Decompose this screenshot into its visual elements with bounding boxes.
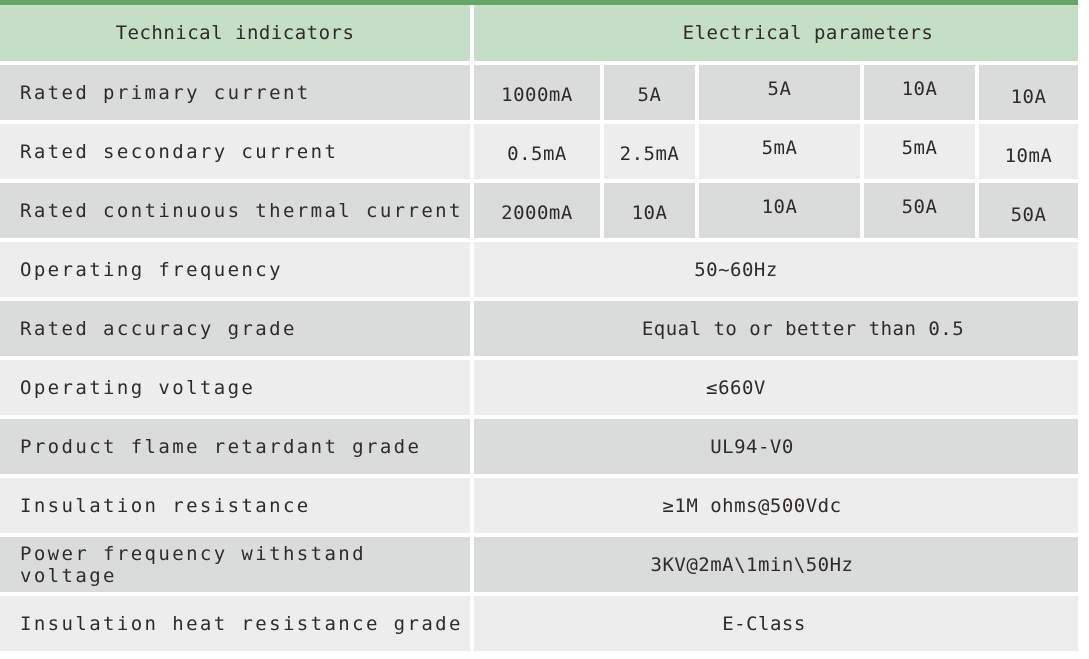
value-text: ≥1M ohms@500Vdc: [662, 494, 842, 517]
value-text: ≤660V: [706, 376, 766, 399]
table-row-insulation-heat-resistance-grade: Insulation heat resistance grade E-Class: [0, 596, 1078, 651]
table-row-operating-frequency: Operating frequency 50~60Hz: [0, 242, 1078, 297]
row-value: ≤660V: [474, 360, 1078, 415]
row-value: UL94-V0: [474, 419, 1078, 474]
row-value: 0.5mA: [474, 124, 600, 179]
value-text: 1000mA: [501, 83, 573, 106]
value-text: 5mA: [761, 136, 798, 159]
row-label: Rated continuous thermal current: [0, 183, 470, 238]
row-label: Insulation heat resistance grade: [0, 596, 470, 651]
value-text: 5mA: [901, 136, 938, 159]
value-text: 10A: [901, 77, 938, 100]
header-technical-indicators: Technical indicators: [0, 5, 470, 61]
table-row-rated-primary-current: Rated primary current 1000mA 5A 5A 10A 1…: [0, 65, 1078, 120]
row-value: 10A: [979, 65, 1078, 120]
row-value: 50~60Hz: [474, 242, 1078, 297]
row-value: 5A: [604, 65, 695, 120]
row-value: 5mA: [864, 124, 975, 179]
value-text: 10A: [761, 195, 798, 218]
table-row-operating-voltage: Operating voltage ≤660V: [0, 360, 1078, 415]
value-text: 3KV@2mA\1min\50Hz: [650, 553, 854, 576]
table-row-power-frequency-withstand-voltage: Power frequency withstand voltage 3KV@2m…: [0, 537, 1078, 592]
row-label: Rated secondary current: [0, 124, 470, 179]
table-row-rated-secondary-current: Rated secondary current 0.5mA 2.5mA 5mA …: [0, 124, 1078, 179]
row-value: 5mA: [699, 124, 860, 179]
value-text: 0.5mA: [507, 142, 567, 165]
value-text: 50A: [1010, 203, 1047, 226]
row-value: 10mA: [979, 124, 1078, 179]
value-text: 5A: [767, 77, 792, 100]
spec-table: Technical indicators Electrical paramete…: [0, 0, 1078, 651]
row-label: Insulation resistance: [0, 478, 470, 533]
value-text: 10A: [1010, 85, 1047, 108]
table-row-product-flame-retardant-grade: Product flame retardant grade UL94-V0: [0, 419, 1078, 474]
header-electrical-parameters-label: Electrical parameters: [682, 22, 934, 44]
row-value: 10A: [604, 183, 695, 238]
table-row-rated-accuracy-grade: Rated accuracy grade Equal to or better …: [0, 301, 1078, 356]
header-electrical-parameters: Electrical parameters: [474, 5, 1078, 61]
table-row-insulation-resistance: Insulation resistance ≥1M ohms@500Vdc: [0, 478, 1078, 533]
table-row-rated-continuous-thermal-current: Rated continuous thermal current 2000mA …: [0, 183, 1078, 238]
row-label: Operating frequency: [0, 242, 470, 297]
value-text: 2.5mA: [619, 142, 680, 165]
value-text: 10mA: [1004, 144, 1053, 167]
row-value: 1000mA: [474, 65, 600, 120]
value-text: 10A: [631, 201, 668, 224]
value-text: E-Class: [722, 612, 806, 635]
row-value: 2000mA: [474, 183, 600, 238]
value-text: Equal to or better than 0.5: [641, 317, 965, 340]
row-value: 50A: [979, 183, 1078, 238]
row-value: 5A: [699, 65, 860, 120]
row-label: Product flame retardant grade: [0, 419, 470, 474]
row-value: 10A: [699, 183, 860, 238]
value-text: 50A: [901, 195, 938, 218]
row-label: Power frequency withstand voltage: [0, 537, 470, 592]
row-value: 2.5mA: [604, 124, 695, 179]
row-value: 50A: [864, 183, 975, 238]
value-text: 5A: [637, 83, 662, 106]
table-top-border: [0, 0, 1078, 5]
value-text: UL94-V0: [710, 435, 794, 458]
row-value: E-Class: [474, 596, 1078, 651]
value-text: 2000mA: [501, 201, 573, 224]
row-value: 3KV@2mA\1min\50Hz: [474, 537, 1078, 592]
row-label: Operating voltage: [0, 360, 470, 415]
table-header-row: Technical indicators Electrical paramete…: [0, 5, 1078, 61]
row-value: ≥1M ohms@500Vdc: [474, 478, 1078, 533]
row-value: Equal to or better than 0.5: [474, 301, 1078, 356]
row-label: Rated primary current: [0, 65, 470, 120]
row-value: 10A: [864, 65, 975, 120]
row-label: Rated accuracy grade: [0, 301, 470, 356]
value-text: 50~60Hz: [694, 258, 778, 281]
